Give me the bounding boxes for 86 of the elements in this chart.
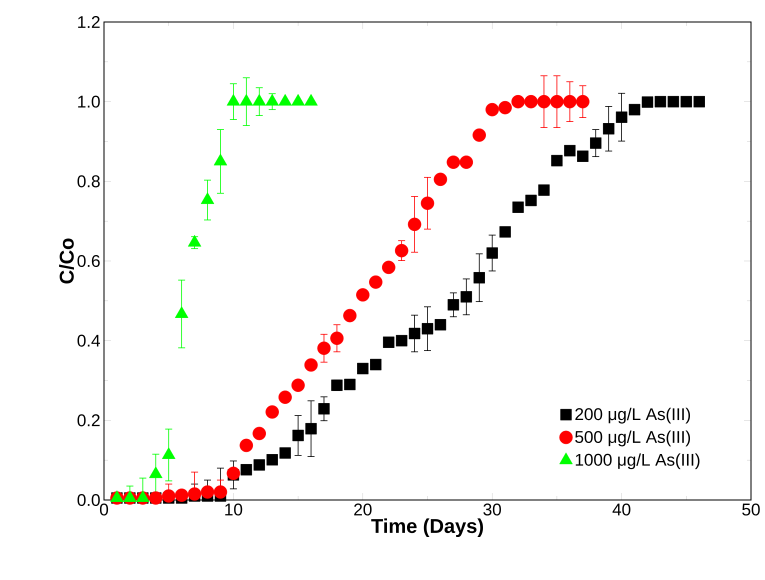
point xyxy=(499,226,511,238)
point xyxy=(564,144,576,156)
point xyxy=(550,94,564,108)
y-tick-label: 0.0 xyxy=(78,494,100,506)
point xyxy=(357,362,368,374)
point xyxy=(602,123,614,134)
x-tick-label: 10 xyxy=(225,504,242,516)
point xyxy=(525,194,537,206)
x-tick-label: 0 xyxy=(100,504,108,516)
legend-label: 200 μg/L As(III) xyxy=(575,408,690,424)
point xyxy=(226,466,240,480)
legend-label: 500 μg/L As(III) xyxy=(575,430,690,446)
point xyxy=(460,156,474,169)
point xyxy=(576,94,590,108)
point xyxy=(422,323,434,334)
point xyxy=(551,154,563,166)
y-axis-title: C/Co xyxy=(59,238,74,284)
point xyxy=(486,102,499,116)
point xyxy=(524,94,538,108)
point xyxy=(304,358,318,372)
point xyxy=(343,308,357,322)
point xyxy=(214,485,228,499)
x-tick-label: 20 xyxy=(354,504,372,516)
point xyxy=(382,336,394,348)
x-tick-label: 30 xyxy=(483,504,501,516)
point xyxy=(370,358,382,370)
point xyxy=(254,459,265,471)
point xyxy=(279,447,291,459)
point xyxy=(642,96,654,108)
point xyxy=(460,291,472,303)
point xyxy=(162,489,176,503)
point xyxy=(420,196,434,210)
x-axis-title: Time (Days) xyxy=(371,518,483,538)
point xyxy=(537,94,551,108)
point xyxy=(628,104,640,116)
point xyxy=(486,247,498,259)
point xyxy=(240,464,252,476)
point xyxy=(694,96,705,108)
point xyxy=(266,454,278,466)
point xyxy=(408,328,420,340)
point xyxy=(318,403,330,414)
point xyxy=(512,202,524,213)
point xyxy=(292,430,304,442)
point xyxy=(654,96,666,108)
point xyxy=(577,150,588,162)
point xyxy=(472,128,486,142)
y-tick-label: 1.2 xyxy=(78,16,100,28)
point xyxy=(369,275,382,289)
point xyxy=(408,218,422,232)
point xyxy=(291,378,305,392)
y-tick-label: 0.8 xyxy=(78,175,100,188)
point xyxy=(474,272,485,284)
point xyxy=(538,184,550,196)
point xyxy=(434,319,446,330)
point xyxy=(317,342,331,355)
point xyxy=(356,288,370,302)
point xyxy=(174,488,188,502)
point xyxy=(396,334,408,346)
point xyxy=(278,390,292,404)
point xyxy=(305,423,317,434)
point xyxy=(668,96,680,108)
point xyxy=(563,94,577,108)
point xyxy=(434,172,448,186)
point xyxy=(680,96,692,108)
point xyxy=(188,487,202,501)
point xyxy=(240,438,254,452)
point xyxy=(330,332,344,345)
point xyxy=(394,244,408,258)
point xyxy=(344,378,356,390)
point xyxy=(616,112,628,123)
y-tick-label: 0.4 xyxy=(78,334,100,347)
point xyxy=(382,260,396,274)
point xyxy=(511,94,525,108)
point xyxy=(266,405,279,419)
point xyxy=(200,485,214,499)
point xyxy=(252,426,266,440)
x-tick-label: 50 xyxy=(742,504,760,516)
point xyxy=(498,100,512,114)
y-tick-label: 0.6 xyxy=(78,254,100,268)
point xyxy=(446,156,460,169)
point xyxy=(448,299,460,311)
x-tick-label: 40 xyxy=(612,504,630,516)
y-tick-label: 1.0 xyxy=(78,96,100,108)
point xyxy=(590,137,602,149)
y-tick-label: 0.2 xyxy=(78,414,100,426)
legend-label: 1000 μg/L As(III) xyxy=(576,453,700,470)
